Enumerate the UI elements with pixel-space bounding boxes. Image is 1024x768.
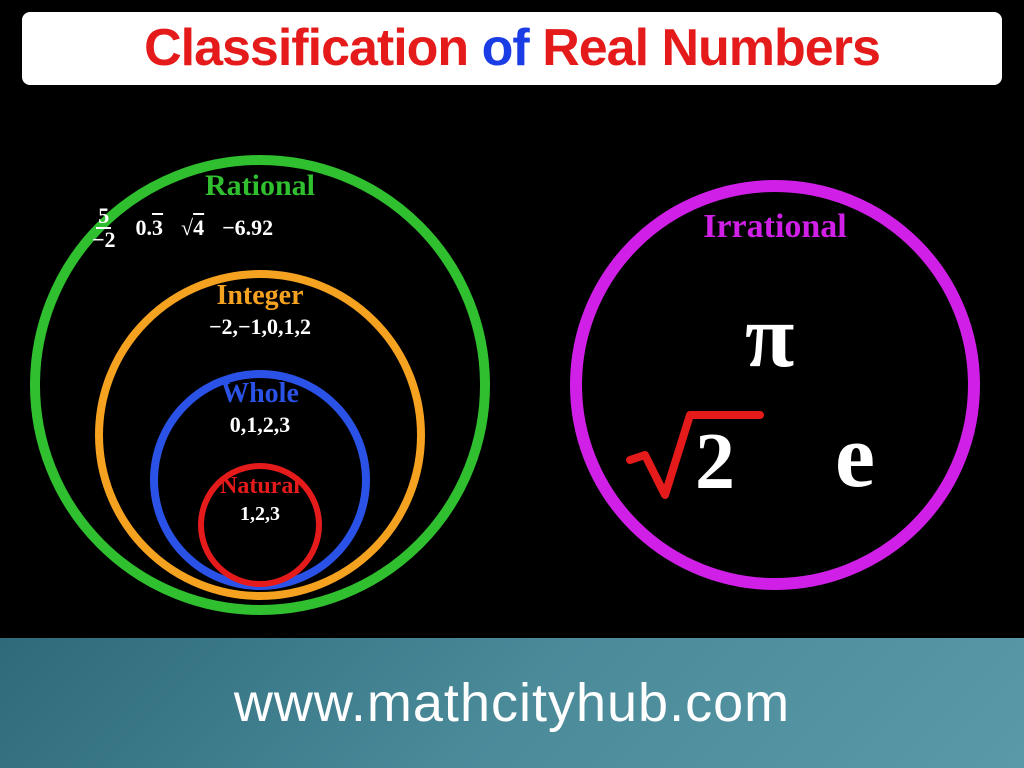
integer-examples: −2,−1,0,1,2 (140, 314, 380, 340)
rational-label: Rational (140, 169, 380, 203)
sqrt2-symbol: 2 (625, 405, 765, 510)
whole-examples: 0,1,2,3 (140, 412, 380, 438)
rational-root: √4 (181, 215, 204, 241)
irrational-label: Irrational (655, 208, 895, 246)
title-word-3: Real Numbers (542, 19, 880, 77)
rational-decimal: 0.3 (136, 215, 164, 241)
footer-url: www.mathcityhub.com (0, 638, 1024, 768)
e-symbol: e (835, 405, 875, 508)
pi-symbol: π (745, 285, 794, 388)
title-word-2: of (482, 19, 529, 77)
title-word-1: Classification (144, 19, 468, 77)
natural-examples: 1,2,3 (140, 503, 380, 526)
rational-examples: 5 −2 0.3 √4 −6.92 (90, 205, 273, 251)
rational-fraction: 5 −2 (90, 205, 118, 251)
whole-label: Whole (140, 378, 380, 410)
natural-label: Natural (140, 473, 380, 500)
rational-negative: −6.92 (222, 215, 273, 241)
integer-label: Integer (140, 280, 380, 312)
title-bar: Classification of Real Numbers (22, 12, 1002, 85)
